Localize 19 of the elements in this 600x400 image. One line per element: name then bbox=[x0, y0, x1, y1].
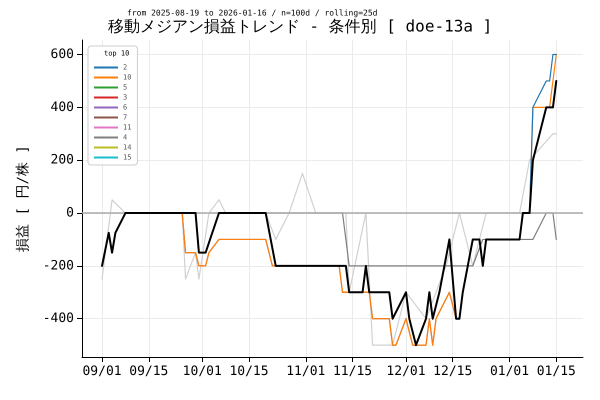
y-tick-label: 400 bbox=[50, 100, 74, 115]
x-tick-label: 01/15 bbox=[536, 364, 576, 379]
y-tick-label: -200 bbox=[42, 258, 74, 274]
y-tick-label: 200 bbox=[50, 152, 74, 168]
x-tick-label: 11/01 bbox=[286, 364, 326, 379]
y-axis-title: 損益 [ 円/株 ] bbox=[15, 145, 31, 252]
x-tick-label: 12/01 bbox=[386, 364, 426, 379]
y-tick-label: 600 bbox=[50, 47, 74, 62]
y-tick-label: -400 bbox=[42, 311, 74, 326]
x-tick-label: 10/15 bbox=[229, 364, 269, 379]
x-tick-label: 10/01 bbox=[182, 364, 222, 379]
x-tick-label: 01/01 bbox=[490, 364, 530, 379]
x-tick-label: 09/01 bbox=[82, 364, 122, 379]
x-tick-label: 12/15 bbox=[433, 364, 472, 379]
y-tick-label: 0 bbox=[66, 206, 74, 221]
x-tick-label: 11/15 bbox=[332, 364, 372, 379]
chart-title: 移動メジアン損益トレンド - 条件別 [ doe-13a ] bbox=[108, 16, 492, 36]
x-tick-label: 09/15 bbox=[129, 364, 168, 379]
chart-subtitle: from 2025-08-19 to 2026-01-16 / n=100d / rolling=25d bbox=[127, 8, 378, 18]
